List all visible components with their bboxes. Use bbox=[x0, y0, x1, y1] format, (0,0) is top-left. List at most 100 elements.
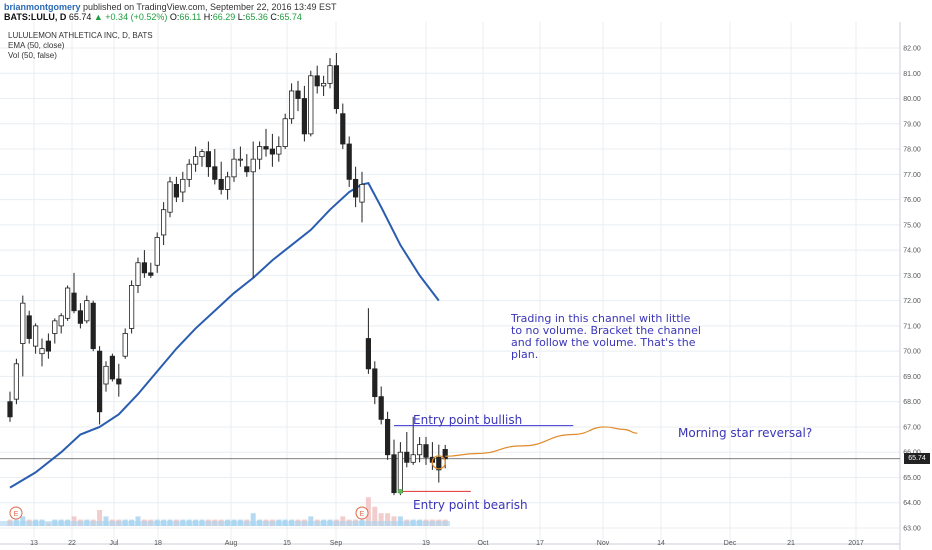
candle-body bbox=[282, 118, 288, 147]
projection-curve bbox=[445, 426, 638, 457]
candle-body bbox=[340, 113, 346, 145]
candle-body bbox=[154, 237, 160, 266]
candle bbox=[276, 136, 282, 162]
publish-line: brianmontgomery published on TradingView… bbox=[4, 2, 337, 12]
candle-body bbox=[186, 163, 192, 180]
price-tick-label: 76.00 bbox=[903, 197, 921, 204]
candle bbox=[282, 113, 288, 150]
candle-body bbox=[77, 310, 83, 324]
candle-body bbox=[359, 184, 365, 203]
candle bbox=[212, 149, 218, 185]
candle bbox=[148, 262, 154, 278]
candle bbox=[256, 141, 263, 170]
price-tick-label: 64.00 bbox=[903, 500, 921, 507]
open-value: 66.11 bbox=[179, 12, 202, 22]
time-tick-label: Dec bbox=[724, 540, 737, 547]
legend-ema: EMA (50, close) bbox=[8, 41, 65, 50]
candle bbox=[71, 272, 77, 314]
time-tick-label: Aug bbox=[225, 540, 238, 547]
candle-body bbox=[327, 65, 333, 84]
time-tick-label: Oct bbox=[478, 540, 489, 547]
candle-body bbox=[423, 444, 429, 458]
candle-body bbox=[288, 90, 295, 120]
price-tick-label: 75.00 bbox=[903, 222, 921, 229]
candle-body bbox=[391, 454, 397, 494]
candle bbox=[378, 386, 384, 425]
candle bbox=[269, 133, 276, 167]
candle bbox=[384, 411, 391, 460]
candle-body bbox=[365, 338, 372, 370]
volume-bar bbox=[365, 497, 371, 526]
price-tick-label: 63.00 bbox=[903, 526, 921, 533]
candle-body bbox=[192, 156, 199, 165]
candle-body bbox=[135, 262, 141, 286]
candle bbox=[135, 257, 141, 294]
candle bbox=[116, 363, 122, 397]
price-tick-label: 72.00 bbox=[903, 298, 921, 305]
candle bbox=[352, 166, 359, 208]
channel-note-line: plan. bbox=[511, 348, 539, 361]
candle-body bbox=[269, 148, 276, 155]
candle-body bbox=[384, 418, 391, 456]
candle bbox=[186, 159, 192, 187]
candle-body bbox=[314, 75, 320, 87]
candle bbox=[416, 437, 423, 463]
candle bbox=[359, 171, 365, 223]
candle bbox=[103, 361, 109, 392]
candle bbox=[404, 432, 410, 468]
candle bbox=[154, 232, 160, 273]
candle bbox=[391, 439, 397, 496]
candle-body bbox=[212, 166, 218, 180]
candle-body bbox=[160, 209, 167, 236]
close-label: C: bbox=[270, 12, 280, 22]
symbol: BATS:LULU, D bbox=[4, 12, 67, 22]
bearish-note: Entry point bearish bbox=[413, 498, 528, 512]
morning-star-circle bbox=[431, 455, 446, 470]
candle-body bbox=[20, 302, 26, 344]
candle bbox=[423, 437, 429, 465]
channel-note-line: to no volume. Bracket the channel bbox=[511, 324, 701, 337]
candle-body bbox=[237, 158, 243, 161]
candle bbox=[410, 416, 416, 465]
price-tick-label: 65.00 bbox=[903, 475, 921, 482]
candle-body bbox=[333, 65, 340, 110]
last-price: 65.74 bbox=[68, 12, 92, 22]
candle bbox=[128, 280, 135, 334]
author-link[interactable]: brianmontgomery bbox=[4, 2, 81, 12]
candle-body bbox=[256, 146, 263, 160]
price-tick-label: 81.00 bbox=[903, 71, 921, 78]
candle-body bbox=[128, 285, 135, 329]
candle-body bbox=[33, 325, 39, 347]
candle-body bbox=[231, 158, 237, 178]
legend-vol: Vol (50, false) bbox=[8, 51, 57, 60]
candle bbox=[160, 202, 167, 246]
price-tick-label: 73.00 bbox=[903, 273, 921, 280]
price-tick-label: 68.00 bbox=[903, 399, 921, 406]
candle-body bbox=[263, 146, 269, 150]
price-chart[interactable]: 63.0064.0065.0066.0067.0068.0069.0070.00… bbox=[0, 22, 932, 550]
candle-body bbox=[244, 166, 250, 173]
candle-body bbox=[90, 302, 96, 350]
candle bbox=[301, 85, 308, 142]
candle-body bbox=[122, 333, 128, 357]
candle bbox=[327, 58, 333, 89]
earnings-marker-label: E bbox=[14, 511, 19, 518]
volume-bar bbox=[372, 506, 378, 526]
price-tick-label: 69.00 bbox=[903, 374, 921, 381]
candle bbox=[180, 171, 186, 203]
chart-header: brianmontgomery published on TradingView… bbox=[0, 0, 932, 22]
candle bbox=[52, 318, 58, 344]
high-value: 66.29 bbox=[212, 12, 236, 22]
candle-body bbox=[276, 146, 282, 155]
candle-body bbox=[416, 444, 423, 456]
open-label: O: bbox=[169, 12, 180, 22]
candle bbox=[224, 171, 231, 200]
candle-body bbox=[84, 300, 90, 322]
bearish-start-dot bbox=[397, 488, 403, 494]
candle-body bbox=[218, 178, 224, 190]
candle-body bbox=[173, 184, 179, 198]
time-tick-label: Sep bbox=[330, 540, 343, 547]
candle-body bbox=[65, 287, 71, 319]
candle bbox=[13, 358, 19, 405]
price-tick-label: 74.00 bbox=[903, 248, 921, 255]
